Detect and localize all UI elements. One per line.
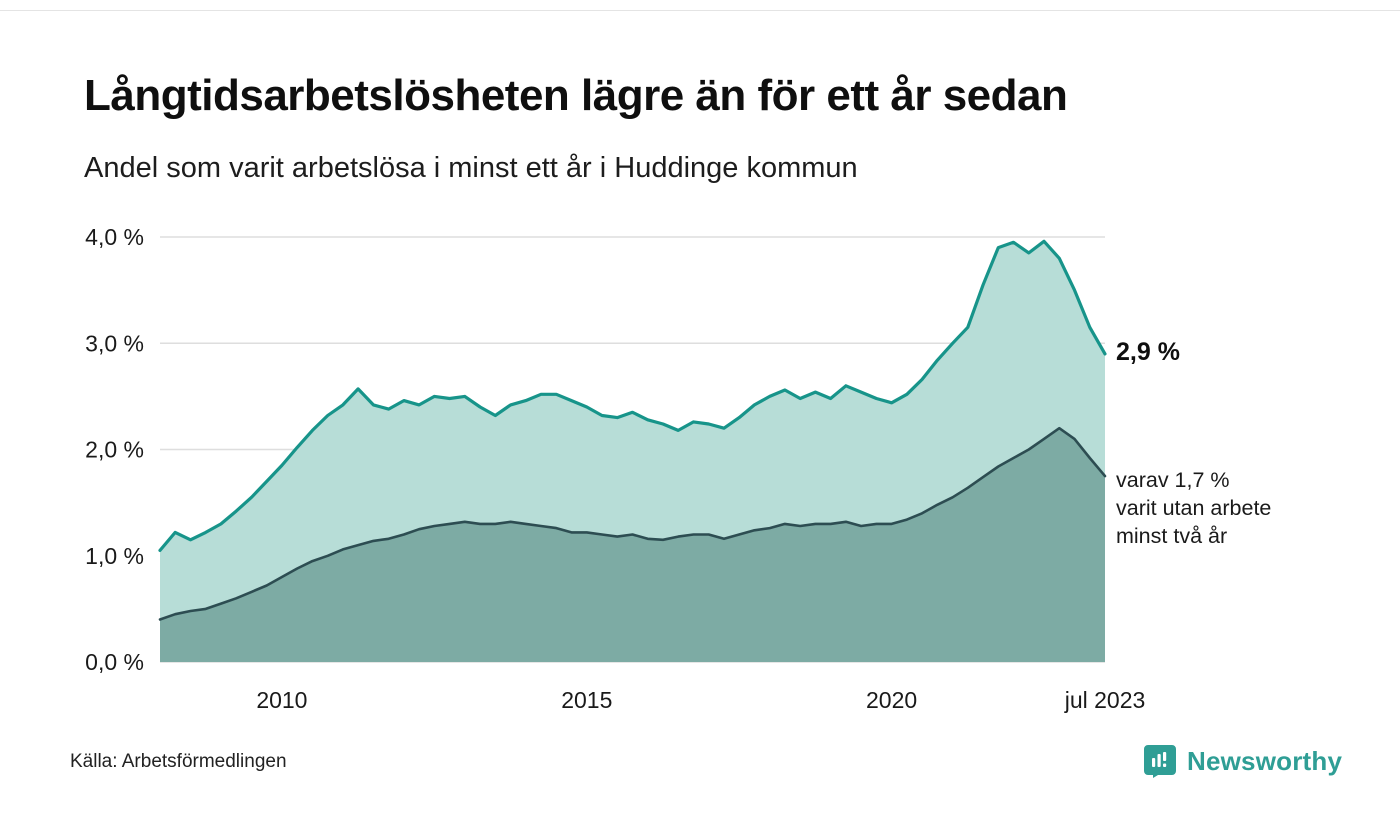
page-title: Långtidsarbetslösheten lägre än för ett …	[84, 71, 1068, 120]
page-subtitle: Andel som varit arbetslösa i minst ett å…	[84, 152, 858, 184]
secondary-annotation-line-2: varit utan arbete	[1116, 495, 1272, 520]
newsworthy-icon	[1144, 745, 1176, 778]
newsworthy-wordmark: Newsworthy	[1187, 745, 1343, 776]
unemployment-area-chart: 0,0 % 1,0 % 2,0 % 3,0 % 4,0 % 2010 2015 2020 jul…	[85, 224, 1146, 713]
top-divider	[0, 10, 1400, 11]
source-attribution: Källa: Arbetsförmedlingen	[70, 751, 287, 772]
line-series-0	[158, 239, 1107, 552]
x-tick-label: jul 2023	[1064, 687, 1146, 713]
x-tick-label: 2010	[256, 687, 307, 713]
y-tick-label: 0,0 %	[85, 649, 144, 675]
area-series-1	[160, 428, 1105, 662]
y-tick-label: 4,0 %	[85, 224, 144, 250]
x-tick-label: 2020	[866, 687, 917, 713]
secondary-series-annotation: varav 1,7 % varit utan arbete minst två …	[1116, 467, 1271, 551]
x-tick-label: 2015	[561, 687, 612, 713]
secondary-annotation-line-1: varav 1,7 %	[1116, 468, 1230, 492]
secondary-annotation-line-3: minst två år	[1116, 523, 1228, 548]
newsworthy-logo: Newsworthy	[1143, 744, 1342, 778]
chart-area: 0,0 % 1,0 % 2,0 % 3,0 % 4,0 % 2010 2015 2020 jul…	[0, 215, 1400, 735]
y-tick-label: 2,0 %	[85, 437, 144, 463]
y-tick-label: 3,0 %	[85, 330, 144, 356]
line-series-1	[158, 426, 1107, 621]
y-tick-label: 1,0 %	[85, 543, 144, 569]
latest-value-label: 2,9 %	[1116, 338, 1180, 366]
